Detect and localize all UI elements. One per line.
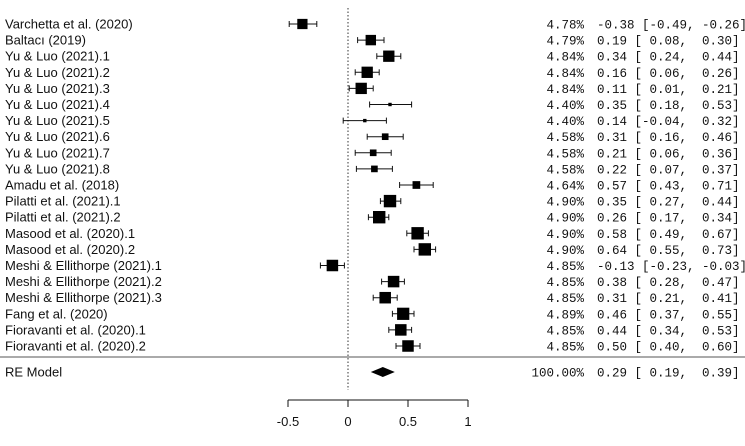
point-estimate-marker bbox=[365, 34, 377, 46]
summary-ci-text: 0.29 [ 0.19, 0.39] bbox=[597, 367, 740, 381]
study-weight: 4.85% bbox=[546, 292, 584, 306]
study-weight: 4.90% bbox=[546, 228, 584, 242]
study-ci-text: 0.46 [ 0.37, 0.55] bbox=[597, 308, 740, 322]
point-estimate-marker bbox=[355, 82, 367, 95]
study-label: Pilatti et al. (2021).2 bbox=[5, 210, 121, 225]
study-label: Yu & Luo (2021).4 bbox=[5, 97, 110, 112]
study-ci-text: 0.31 [ 0.21, 0.41] bbox=[597, 292, 740, 306]
summary-weight: 100.00% bbox=[531, 367, 584, 381]
study-weight: 4.90% bbox=[546, 196, 584, 210]
study-label: Fang et al. (2020) bbox=[5, 306, 108, 321]
point-estimate-marker bbox=[363, 118, 367, 123]
study-label: Meshi & Ellithorpe (2021).2 bbox=[5, 274, 162, 289]
study-ci-text: 0.14 [-0.04, 0.32] bbox=[597, 115, 740, 129]
study-ci-text: 0.31 [ 0.16, 0.46] bbox=[597, 131, 740, 145]
point-estimate-marker bbox=[383, 194, 397, 208]
point-estimate-marker bbox=[373, 211, 386, 224]
study-label: Masood et al. (2020).2 bbox=[5, 242, 135, 257]
point-estimate-marker bbox=[369, 149, 377, 157]
point-estimate-marker bbox=[326, 259, 339, 272]
summary-diamond bbox=[370, 367, 395, 377]
x-axis-tick-label: 0 bbox=[344, 414, 351, 429]
study-label: Meshi & Ellithorpe (2021).1 bbox=[5, 258, 162, 273]
study-label: Yu & Luo (2021).7 bbox=[5, 145, 110, 160]
x-axis-tick-label: -0.5 bbox=[277, 414, 299, 429]
study-weight: 4.84% bbox=[546, 67, 584, 81]
point-estimate-marker bbox=[412, 181, 421, 189]
study-weight: 4.58% bbox=[546, 147, 584, 161]
study-weight: 4.85% bbox=[546, 260, 584, 274]
study-weight: 4.78% bbox=[546, 19, 584, 33]
study-weight: 4.40% bbox=[546, 99, 584, 113]
study-label: Yu & Luo (2021).2 bbox=[5, 65, 110, 80]
study-ci-text: 0.38 [ 0.28, 0.47] bbox=[597, 276, 740, 290]
study-ci-text: 0.11 [ 0.01, 0.21] bbox=[597, 83, 740, 97]
study-label: Pilatti et al. (2021).1 bbox=[5, 194, 121, 209]
study-weight: 4.85% bbox=[546, 276, 584, 290]
x-axis-tick-label: 1 bbox=[464, 414, 471, 429]
study-label: Yu & Luo (2021).5 bbox=[5, 113, 110, 128]
study-ci-text: 0.44 [ 0.34, 0.53] bbox=[597, 324, 740, 338]
point-estimate-marker bbox=[388, 102, 392, 107]
study-weight: 4.90% bbox=[546, 212, 584, 226]
study-weight: 4.85% bbox=[546, 341, 584, 355]
study-weight: 4.85% bbox=[546, 324, 584, 338]
study-weight: 4.79% bbox=[546, 35, 584, 49]
study-ci-text: 0.16 [ 0.06, 0.26] bbox=[597, 67, 740, 81]
point-estimate-marker bbox=[387, 275, 400, 288]
study-weight: 4.40% bbox=[546, 115, 584, 129]
study-label: Yu & Luo (2021).3 bbox=[5, 81, 110, 96]
point-estimate-marker bbox=[397, 307, 410, 320]
study-label: Baltacı (2019) bbox=[5, 33, 86, 48]
study-ci-text: 0.35 [ 0.18, 0.53] bbox=[597, 99, 740, 113]
point-estimate-marker bbox=[383, 50, 395, 62]
study-label: Masood et al. (2020).1 bbox=[5, 226, 135, 241]
study-weight: 4.64% bbox=[546, 180, 584, 194]
point-estimate-marker bbox=[379, 291, 391, 304]
study-ci-text: 0.19 [ 0.08, 0.30] bbox=[597, 35, 740, 49]
study-label: Yu & Luo (2021).8 bbox=[5, 161, 110, 176]
point-estimate-marker bbox=[297, 18, 308, 30]
study-weight: 4.89% bbox=[546, 308, 584, 322]
point-estimate-marker bbox=[411, 227, 424, 240]
study-label: Meshi & Ellithorpe (2021).3 bbox=[5, 290, 162, 305]
point-estimate-marker bbox=[371, 165, 378, 173]
study-ci-text: -0.38 [-0.49, -0.26] bbox=[597, 19, 745, 33]
point-estimate-marker bbox=[395, 324, 407, 336]
study-weight: 4.84% bbox=[546, 83, 584, 97]
point-estimate-marker bbox=[418, 243, 431, 256]
study-weight: 4.58% bbox=[546, 131, 584, 145]
study-weight: 4.90% bbox=[546, 244, 584, 258]
point-estimate-marker bbox=[402, 340, 414, 352]
summary-label: RE Model bbox=[5, 365, 62, 380]
study-ci-text: 0.34 [ 0.24, 0.44] bbox=[597, 51, 740, 65]
study-weight: 4.58% bbox=[546, 163, 584, 177]
study-ci-text: 0.26 [ 0.17, 0.34] bbox=[597, 212, 740, 226]
study-ci-text: -0.13 [-0.23, -0.03] bbox=[597, 260, 745, 274]
x-axis-tick-label: 0.5 bbox=[399, 414, 417, 429]
study-ci-text: 0.58 [ 0.49, 0.67] bbox=[597, 228, 740, 242]
point-estimate-marker bbox=[361, 66, 373, 78]
study-ci-text: 0.57 [ 0.43, 0.71] bbox=[597, 180, 740, 194]
study-label: Amadu et al. (2018) bbox=[5, 178, 119, 193]
study-ci-text: 0.21 [ 0.06, 0.36] bbox=[597, 147, 740, 161]
study-label: Varchetta et al. (2020) bbox=[5, 17, 133, 32]
point-estimate-marker bbox=[381, 133, 389, 141]
study-label: Fioravanti et al. (2020).2 bbox=[5, 339, 146, 354]
study-ci-text: 0.50 [ 0.40, 0.60] bbox=[597, 341, 740, 355]
study-ci-text: 0.35 [ 0.27, 0.44] bbox=[597, 196, 740, 210]
study-label: Fioravanti et al. (2020).1 bbox=[5, 322, 146, 337]
study-weight: 4.84% bbox=[546, 51, 584, 65]
study-label: Yu & Luo (2021).1 bbox=[5, 49, 110, 64]
study-ci-text: 0.22 [ 0.07, 0.37] bbox=[597, 163, 740, 177]
study-label: Yu & Luo (2021).6 bbox=[5, 129, 110, 144]
study-ci-text: 0.64 [ 0.55, 0.73] bbox=[597, 244, 740, 258]
